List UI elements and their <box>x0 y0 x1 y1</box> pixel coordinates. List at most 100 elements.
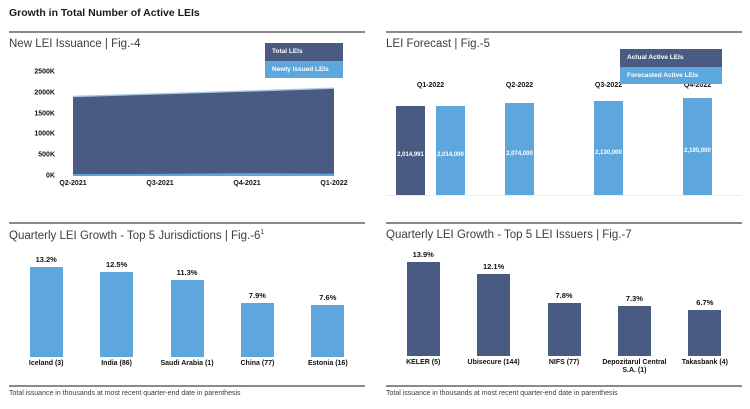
y-tick-label: 500K <box>38 151 55 159</box>
panel-title: New LEI Issuance | Fig.-4 <box>9 38 141 50</box>
panel-title: LEI Forecast | Fig.-5 <box>386 38 490 50</box>
issuance-y-axis: 2500K 2000K 1500K 1000K 500K 0K <box>9 66 59 180</box>
bar-slot: 7.8% <box>529 246 599 356</box>
issuers-categories: KELER (5) Ubisecure (144) NIFS (77) Depozit… <box>386 359 742 376</box>
area-chart: 2500K 2000K 1500K 1000K 500K 0K Q2-2021 Q3-202… <box>9 66 365 188</box>
x-tick-label: Q4-2021 <box>233 180 261 187</box>
bar <box>547 303 581 356</box>
panel-top5-lei-issuers: Quarterly LEI Growth - Top 5 LEI Issuers… <box>386 222 742 409</box>
bar-slot: 13.2% <box>11 247 81 357</box>
bar <box>100 271 134 357</box>
panel-divider <box>386 222 742 224</box>
panel-title: Quarterly LEI Growth - Top 5 LEI Issuers… <box>386 229 632 241</box>
issuers-plot: 13.9% 12.1% 7.8% 7.3% 6.7% <box>386 246 742 356</box>
category-label: Q4-2022 <box>683 82 712 89</box>
panel-lei-forecast: LEI Forecast | Fig.-5 Actual Active LEIs… <box>386 31 742 222</box>
legend: Total LEIs Newly Issued LEIs <box>265 43 343 78</box>
y-tick-label: 0K <box>46 172 55 180</box>
bar-slot: 6.7% <box>670 246 740 356</box>
footnote-block: Total issuance in thousands at most rece… <box>386 385 742 397</box>
bar <box>311 305 345 357</box>
bar-value-label: 12.5% <box>105 259 128 269</box>
area-plot: Q2-2021 Q3-2021 Q4-2021 Q1-2022 <box>59 66 351 187</box>
issuance-x-axis: Q2-2021 Q3-2021 Q4-2021 Q1-2022 <box>59 178 351 192</box>
bar-value-label: 2,074,000 <box>506 150 533 157</box>
x-tick-label: Q3-2021 <box>146 180 174 187</box>
bar <box>617 306 651 356</box>
bar-slot: 11.3% <box>152 247 222 357</box>
bar-group-q4-2022: 2,195,000 <box>653 94 742 195</box>
newly-issued-leis-area <box>73 173 334 176</box>
category-label: NIFS (77) <box>548 359 580 366</box>
bar-value-label: 7.8% <box>555 291 573 300</box>
x-tick-label: Q1-2022 <box>320 180 348 187</box>
legend-item-total-leis: Total LEIs <box>265 43 343 61</box>
bar-forecasted-active-leis: 2,195,000 <box>683 98 712 195</box>
bar-group-q2-2022: 2,074,000 <box>475 94 564 195</box>
category-label: Iceland (3) <box>28 359 64 367</box>
legend: Actual Active LEIs Forecasted Active LEI… <box>620 49 722 84</box>
jurisdictions-plot: 13.2% 12.5% 11.3% 7.9% 7.6% <box>9 247 365 357</box>
y-tick-label: 2500K <box>34 68 55 76</box>
bar-slot: 7.3% <box>599 246 669 356</box>
bar <box>406 261 440 356</box>
bar-forecasted-active-leis: 2,014,000 <box>436 106 465 195</box>
category-label: KELER (5) <box>406 359 441 366</box>
bar-value-label: 11.3% <box>176 268 198 278</box>
bar-value-label: 7.6% <box>319 293 337 303</box>
charts-grid: New LEI Issuance | Fig.-4 Total LEIs New… <box>9 31 742 409</box>
bar-slot: 12.1% <box>458 246 528 356</box>
category-label: Takasbank (4) <box>681 359 728 366</box>
footnote-divider <box>386 385 742 387</box>
y-tick-label: 1500K <box>34 110 55 118</box>
footnote-text: Total issuance in thousands at most rece… <box>9 390 241 397</box>
category-label: India (86) <box>101 359 132 367</box>
panel-top5-jurisdictions: Quarterly LEI Growth - Top 5 Jurisdictio… <box>9 222 365 409</box>
page-title: Growth in Total Number of Active LEIs <box>9 7 200 19</box>
bar <box>170 280 204 357</box>
bar-value-label: 2,014,991 <box>397 151 424 158</box>
bar-value-label: 7.9% <box>248 291 266 301</box>
bar-group-q3-2022: 2,130,000 <box>564 94 653 195</box>
bar-value-label: 2,130,000 <box>595 149 622 156</box>
bar-actual-active-leis: 2,014,991 <box>396 106 425 195</box>
panel-new-lei-issuance: New LEI Issuance | Fig.-4 Total LEIs New… <box>9 31 365 222</box>
bar <box>29 267 63 357</box>
y-tick-label: 1000K <box>34 130 55 138</box>
panel-title-superscript: 1 <box>260 229 265 236</box>
bar-value-label: 2,195,000 <box>684 148 711 155</box>
legend-item-newly-issued-leis: Newly Issued LEIs <box>265 60 343 78</box>
forecast-plot: 2,014,991 2,014,000 2,074,000 2,130,000 2,19… <box>386 94 742 196</box>
category-label: Depozitarul Central S.A. (1) <box>602 359 667 375</box>
footnote-text: Total issuance in thousands at most rece… <box>386 390 618 397</box>
category-label: Q1-2022 <box>416 82 445 89</box>
bar <box>688 310 722 356</box>
bar-forecasted-active-leis: 2,074,000 <box>505 103 534 195</box>
footnote-divider <box>9 385 365 387</box>
bar-value-label: 13.2% <box>35 255 57 265</box>
bar-group-q1-2022: 2,014,991 2,014,000 <box>386 94 475 195</box>
legend-item-forecasted-active-leis: Forecasted Active LEIs <box>620 66 722 84</box>
panel-title: Quarterly LEI Growth - Top 5 Jurisdictio… <box>9 229 365 242</box>
legend-item-actual-active-leis: Actual Active LEIs <box>620 49 722 67</box>
category-label: Q2-2022 <box>505 82 534 89</box>
bar-slot: 7.6% <box>293 247 363 357</box>
bar-value-label: 2,014,000 <box>437 151 464 158</box>
panel-divider <box>9 222 365 224</box>
x-tick-label: Q2-2021 <box>59 180 87 187</box>
category-label: Saudi Arabia (1) <box>160 359 214 367</box>
bar <box>240 303 274 357</box>
bar-value-label: 13.9% <box>412 249 434 259</box>
forecast-category-labels: Q1-2022 Q2-2022 Q3-2022 Q4-2022 <box>386 82 742 94</box>
footnote-block: Total issuance in thousands at most rece… <box>9 385 365 397</box>
bar-slot: 13.9% <box>388 246 458 356</box>
panel-title-text: Quarterly LEI Growth - Top 5 Jurisdictio… <box>9 229 261 242</box>
category-label: Q3-2022 <box>594 82 623 89</box>
category-label: Ubisecure (144) <box>467 359 520 366</box>
category-label: China (77) <box>240 359 275 367</box>
bar-slot: 7.9% <box>222 247 292 357</box>
bar <box>477 273 511 356</box>
y-tick-label: 2000K <box>34 89 55 97</box>
bar-forecasted-active-leis: 2,130,000 <box>594 100 623 195</box>
